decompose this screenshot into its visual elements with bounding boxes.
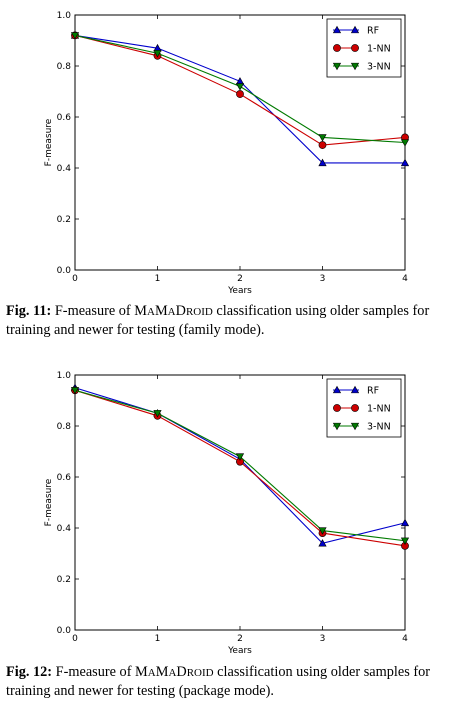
data-point xyxy=(400,139,410,147)
chart-figure-12: 0.0 0.2 0.4 0.6 0.8 1.0 0 1 2 3 4 Years F-measure RF 1… xyxy=(44,371,410,656)
system-name-part: ROID xyxy=(185,306,213,318)
y-tick-label: 0.0 xyxy=(57,626,72,636)
legend-label: 1-NN xyxy=(367,44,391,55)
chart-figure-11: 0.0 0.2 0.4 0.6 0.8 1.0 0 1 2 3 4 Years F-measure RF 1… xyxy=(44,11,410,296)
data-point xyxy=(400,158,410,167)
y-tick-label: 1.0 xyxy=(57,371,72,381)
data-point xyxy=(350,62,360,71)
data-point xyxy=(332,62,342,71)
x-tick-label: 2 xyxy=(237,634,243,644)
x-tick-label: 1 xyxy=(155,274,161,284)
system-name-part: A xyxy=(168,667,177,679)
y-axis-label: F-measure xyxy=(44,478,54,526)
system-name-part: ROID xyxy=(186,667,214,679)
y-tick-label: 0.8 xyxy=(57,422,72,432)
legend-label: 1-NN xyxy=(367,404,391,415)
data-point xyxy=(70,32,80,40)
x-tick-label: 3 xyxy=(320,274,326,284)
system-name: MAMADROID xyxy=(135,664,214,680)
data-point xyxy=(318,141,327,149)
data-point xyxy=(333,404,341,412)
system-name-part: D xyxy=(175,303,186,319)
data-point xyxy=(351,404,359,412)
caption-text-post: classification using older samples for t… xyxy=(6,303,430,338)
data-point xyxy=(350,422,360,431)
data-point xyxy=(318,134,327,142)
system-name-part: M xyxy=(134,303,147,319)
y-tick-label: 0.2 xyxy=(57,215,71,225)
legend-label: 3-NN xyxy=(367,422,391,433)
x-tick-label: 4 xyxy=(402,634,408,644)
caption-label: Fig. 12: xyxy=(6,664,53,680)
x-tick-label: 1 xyxy=(155,634,161,644)
system-name-part: A xyxy=(147,667,156,679)
system-name-part: D xyxy=(176,664,187,680)
data-point xyxy=(235,83,245,91)
data-point xyxy=(153,410,162,418)
data-point xyxy=(235,77,245,85)
figure-caption: Fig. 12: F-measure of MAMADROID classifi… xyxy=(6,663,468,700)
system-name-part: M xyxy=(135,664,148,680)
system-name-part: A xyxy=(146,306,155,318)
data-point xyxy=(400,537,410,545)
x-axis-label: Years xyxy=(227,286,252,296)
caption-text-pre: F-measure of xyxy=(54,303,135,319)
y-tick-label: 0.6 xyxy=(57,473,72,483)
data-point xyxy=(333,44,341,52)
system-name-part: M xyxy=(155,664,169,680)
y-tick-label: 0.8 xyxy=(57,62,72,72)
y-tick-label: 0.0 xyxy=(57,266,72,276)
data-point xyxy=(332,422,342,431)
legend-label: 3-NN xyxy=(367,62,391,73)
system-name-part: M xyxy=(154,303,168,319)
data-point xyxy=(318,539,327,547)
y-tick-label: 1.0 xyxy=(57,11,72,21)
x-axis-label: Years xyxy=(227,646,252,656)
figure-11: 0.0 0.2 0.4 0.6 0.8 1.0 0 1 2 3 4 Years F-measure RF 1… xyxy=(0,0,474,350)
x-tick-label: 0 xyxy=(72,274,78,284)
y-tick-label: 0.4 xyxy=(57,164,72,174)
x-tick-label: 3 xyxy=(320,634,326,644)
data-point xyxy=(332,385,342,394)
data-point xyxy=(350,385,360,394)
data-point xyxy=(153,50,162,58)
caption-label: Fig. 11: xyxy=(6,303,52,319)
data-point xyxy=(70,387,80,395)
data-point xyxy=(350,25,360,34)
x-tick-label: 4 xyxy=(402,274,408,284)
data-point xyxy=(318,527,327,535)
data-point xyxy=(236,90,244,98)
legend-label: RF xyxy=(367,26,379,37)
y-axis-label: F-measure xyxy=(44,118,54,166)
system-name-part: A xyxy=(167,306,176,318)
data-point xyxy=(332,25,342,34)
system-name: MAMADROID xyxy=(134,303,213,319)
data-point xyxy=(235,453,245,461)
y-tick-label: 0.4 xyxy=(57,524,72,534)
data-point xyxy=(318,158,327,167)
caption-text-post: classification using older samples for t… xyxy=(6,664,430,699)
figure-caption: Fig. 11: F-measure of MAMADROID classifi… xyxy=(6,302,468,339)
x-tick-label: 2 xyxy=(237,274,243,284)
data-point xyxy=(400,518,410,527)
figure-12: 0.0 0.2 0.4 0.6 0.8 1.0 0 1 2 3 4 Years F-measure RF 1… xyxy=(0,360,474,714)
data-point xyxy=(351,44,359,52)
x-tick-label: 0 xyxy=(72,634,78,644)
caption-text-pre: F-measure of xyxy=(55,664,136,680)
y-tick-label: 0.2 xyxy=(57,575,71,585)
y-tick-label: 0.6 xyxy=(57,113,72,123)
legend-label: RF xyxy=(367,386,379,397)
